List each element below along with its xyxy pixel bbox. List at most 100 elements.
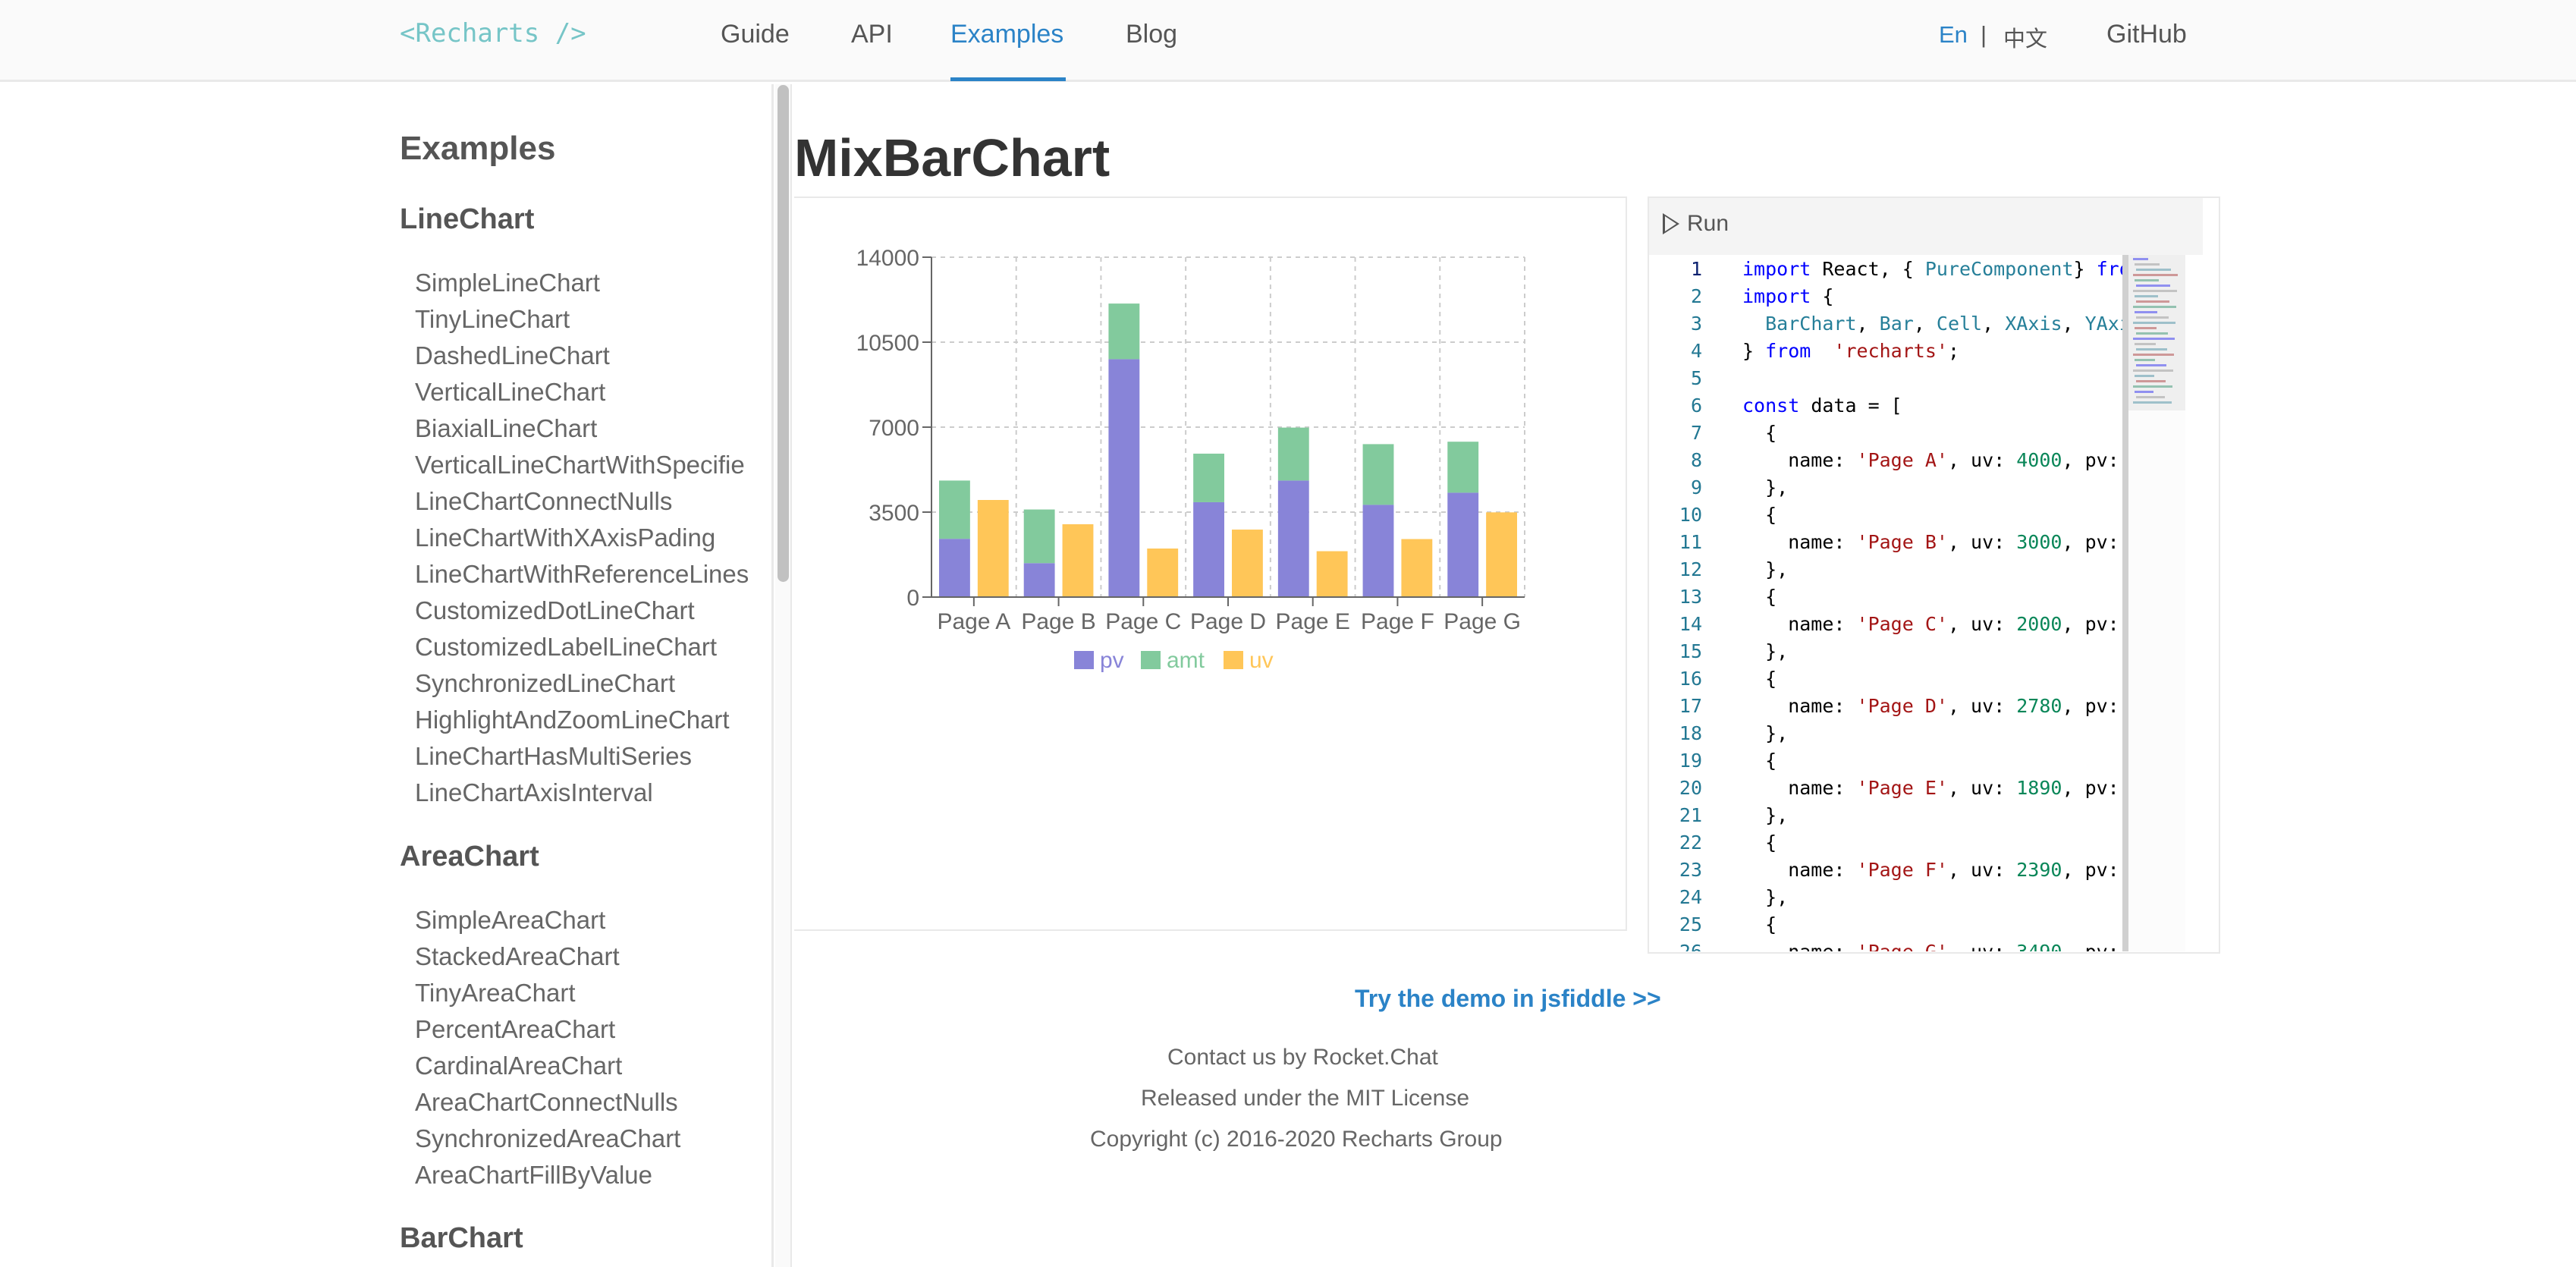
- nav-guide[interactable]: Guide: [721, 20, 790, 49]
- minimap-line: [2135, 327, 2157, 329]
- sidebar-item[interactable]: LineChartHasMultiSeries: [415, 742, 692, 770]
- sidebar-item[interactable]: LineChartWithXAxisPading: [415, 523, 716, 552]
- sidebar-group-linechart: LineChart: [400, 203, 535, 235]
- sidebar-item[interactable]: TinyLineChart: [415, 305, 570, 333]
- bar-amt: [939, 480, 970, 539]
- x-tick-label: Page G: [1444, 609, 1521, 634]
- minimap-line: [2135, 311, 2157, 313]
- minimap-line: [2135, 343, 2156, 345]
- sidebar-item[interactable]: LineChartAxisInterval: [415, 778, 653, 806]
- minimap-line: [2136, 348, 2167, 351]
- x-tick-label: Page B: [1021, 609, 1095, 634]
- sidebar-item[interactable]: SynchronizedLineChart: [415, 669, 676, 697]
- line-number: 20: [1679, 777, 1702, 799]
- code-text: {: [1742, 504, 1777, 526]
- footer-contact[interactable]: Contact us by Rocket.Chat: [1167, 1045, 1438, 1070]
- editor-minimap[interactable]: [2128, 255, 2185, 951]
- minimap-line: [2136, 332, 2168, 335]
- run-button[interactable]: Run: [1663, 211, 1729, 237]
- line-number: 6: [1690, 395, 1702, 417]
- bar-amt: [1277, 427, 1309, 481]
- line-number: 13: [1679, 586, 1702, 608]
- jsfiddle-link[interactable]: Try the demo in jsfiddle >>: [1355, 985, 1661, 1012]
- line-number: 15: [1679, 640, 1702, 662]
- sidebar-item[interactable]: VerticalLineChartWithSpecifie: [415, 451, 745, 479]
- bar-pv: [1193, 501, 1224, 597]
- code-text: {: [1742, 832, 1777, 854]
- github-link[interactable]: GitHub: [2106, 20, 2187, 49]
- minimap-line: [2135, 263, 2160, 266]
- sidebar-item[interactable]: AreaChartFillByValue: [415, 1161, 653, 1189]
- bar-uv: [1062, 524, 1094, 597]
- code-text: },: [1742, 886, 1789, 908]
- line-number: 24: [1679, 886, 1702, 908]
- code-text: name: 'Page G', uv: 3490, pv: 4: [1742, 941, 2125, 951]
- line-number: 12: [1679, 558, 1702, 580]
- sidebar-item[interactable]: CustomizedDotLineChart: [415, 596, 695, 624]
- line-number: 11: [1679, 531, 1702, 553]
- sidebar-item[interactable]: HighlightAndZoomLineChart: [415, 706, 730, 734]
- code-text: name: 'Page D', uv: 2780, pv: 3: [1742, 695, 2125, 717]
- bar-uv: [1486, 512, 1517, 597]
- page-title: MixBarChart: [794, 128, 1111, 187]
- code-text: {: [1742, 422, 1777, 444]
- nav-api[interactable]: API: [851, 20, 893, 49]
- sidebar-item[interactable]: TinyAreaChart: [415, 979, 576, 1007]
- bar-uv: [1316, 551, 1348, 597]
- sidebar-item[interactable]: BiaxialLineChart: [415, 414, 598, 442]
- minimap-line: [2136, 300, 2169, 303]
- minimap-line: [2133, 258, 2148, 260]
- minimap-line: [2133, 338, 2175, 340]
- bar-amt: [1193, 453, 1224, 502]
- code-text: },: [1742, 640, 1789, 662]
- top-nav: <Recharts /> Guide API Examples Blog En …: [0, 0, 2576, 82]
- y-tick-label: 14000: [856, 246, 919, 271]
- lang-en-link[interactable]: En: [1939, 21, 1968, 48]
- minimap-line: [2136, 364, 2166, 366]
- lang-zh-link[interactable]: 中文: [2003, 27, 2048, 52]
- bar-pv: [1277, 480, 1309, 597]
- minimap-line: [2133, 274, 2178, 276]
- line-number: 5: [1690, 367, 1702, 389]
- sidebar-item[interactable]: AreaChartConnectNulls: [415, 1088, 678, 1116]
- logo[interactable]: <Recharts />: [400, 18, 586, 49]
- nav-examples[interactable]: Examples: [950, 20, 1064, 49]
- sidebar-item[interactable]: SimpleLineChart: [415, 269, 600, 297]
- line-number: 4: [1690, 340, 1702, 362]
- sidebar-item[interactable]: VerticalLineChart: [415, 378, 606, 406]
- sidebar-item[interactable]: SimpleAreaChart: [415, 906, 606, 934]
- minimap-slider[interactable]: [2128, 255, 2185, 410]
- sidebar-item[interactable]: StackedAreaChart: [415, 942, 620, 970]
- bar-amt: [1447, 442, 1479, 493]
- line-number: 9: [1690, 476, 1702, 498]
- code-content[interactable]: 1 import React, { PureComponent} fro 2 imp…: [1649, 255, 2125, 951]
- x-tick-label: Page F: [1361, 609, 1434, 634]
- nav-blog[interactable]: Blog: [1126, 20, 1178, 49]
- code-text: import React, { PureComponent} fro: [1742, 258, 2125, 280]
- minimap-line: [2136, 269, 2171, 271]
- sidebar-item[interactable]: SynchronizedAreaChart: [415, 1124, 681, 1152]
- bar-pv: [1447, 492, 1479, 597]
- line-number: 10: [1679, 504, 1702, 526]
- nav-active-underline: [950, 77, 1066, 81]
- sidebar-item[interactable]: LineChartWithReferenceLines: [415, 560, 749, 588]
- bar-amt: [1023, 509, 1055, 564]
- sidebar-item[interactable]: DashedLineChart: [415, 341, 610, 369]
- minimap-line: [2136, 285, 2170, 287]
- sidebar-item[interactable]: CardinalAreaChart: [415, 1052, 623, 1080]
- sidebar-scroll-thumb[interactable]: [778, 85, 789, 582]
- y-tick-label: 7000: [869, 416, 919, 441]
- minimap-line: [2135, 375, 2154, 377]
- sidebar-title: Examples: [400, 130, 556, 167]
- x-tick-label: Page D: [1190, 609, 1266, 634]
- legend-label-uv: uv: [1249, 648, 1274, 673]
- sidebar-item[interactable]: CustomizedLabelLineChart: [415, 633, 718, 661]
- legend-swatch-uv: [1224, 651, 1243, 669]
- sidebar-item[interactable]: PercentAreaChart: [415, 1015, 616, 1043]
- editor-scrollbar[interactable]: [2122, 255, 2128, 951]
- sidebar-item[interactable]: LineChartConnectNulls: [415, 487, 673, 515]
- bar-uv: [977, 500, 1009, 597]
- line-number: 21: [1679, 804, 1702, 826]
- line-number: 16: [1679, 668, 1702, 690]
- code-text: name: 'Page E', uv: 1890, pv: 4: [1742, 777, 2125, 799]
